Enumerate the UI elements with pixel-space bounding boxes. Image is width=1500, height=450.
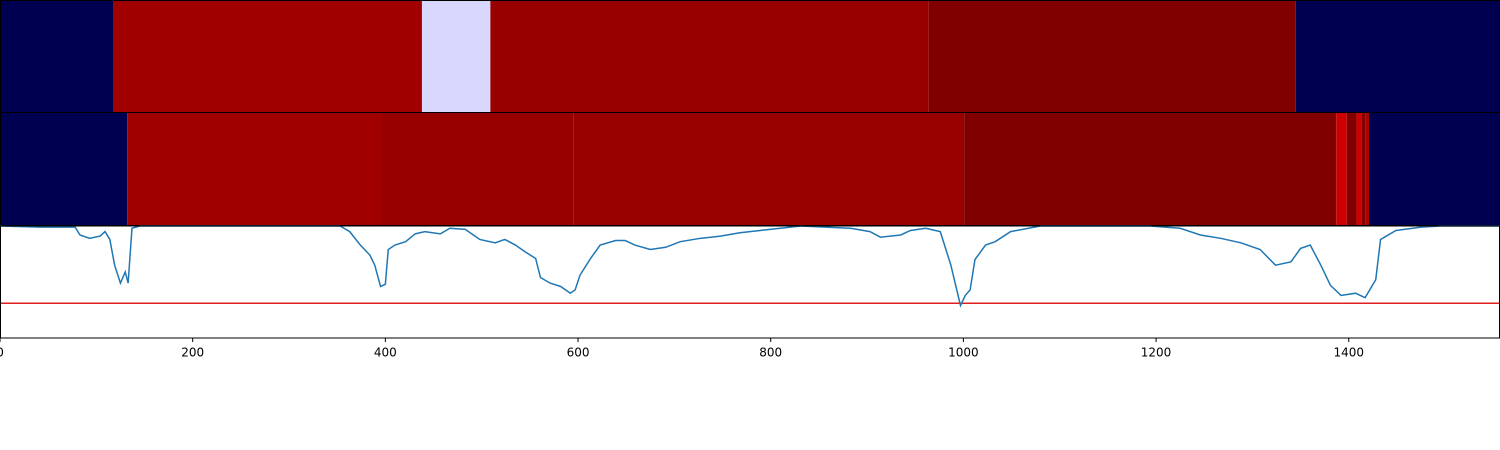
x-tick-label: 600 — [567, 346, 590, 360]
segment — [573, 113, 965, 225]
x-tick-label: 1000 — [948, 346, 979, 360]
x-tick-label: 1400 — [1333, 346, 1364, 360]
x-tick-label: 0 — [0, 346, 4, 360]
segment — [964, 113, 1337, 225]
segment — [1295, 1, 1500, 112]
segment — [1361, 113, 1366, 225]
segment — [1336, 113, 1347, 225]
segment — [1368, 113, 1500, 225]
segment — [1346, 113, 1357, 225]
segment — [0, 113, 128, 225]
x-tick-label: 800 — [759, 346, 782, 360]
segment — [127, 113, 382, 225]
segment — [0, 1, 114, 112]
segment — [928, 1, 1296, 112]
x-tick-label: 400 — [374, 346, 397, 360]
x-tick-label: 1200 — [1141, 346, 1172, 360]
segment — [1365, 113, 1369, 225]
segment — [113, 1, 422, 112]
segment — [490, 1, 929, 112]
x-tick-label: 200 — [181, 346, 204, 360]
segment — [1356, 113, 1362, 225]
segment — [381, 113, 574, 225]
segment — [421, 1, 491, 112]
plot-frame — [0, 225, 1500, 339]
signal-line — [0, 225, 1500, 308]
